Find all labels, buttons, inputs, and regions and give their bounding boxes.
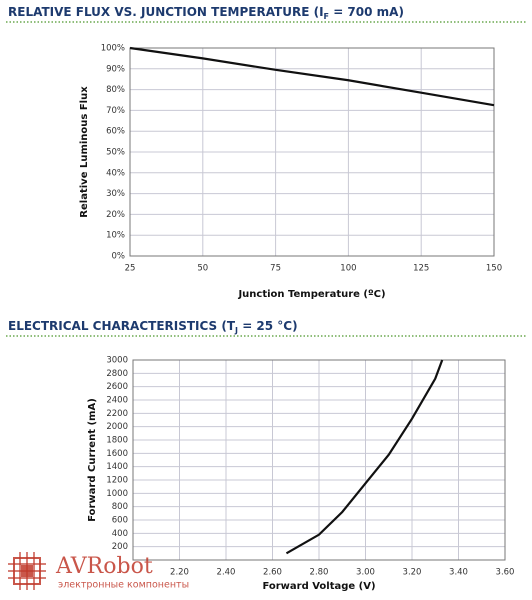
- plot-border: [132, 359, 506, 561]
- x-tick-label: 150: [486, 264, 502, 274]
- y-tick-label: 1800: [106, 436, 128, 446]
- x-tick-label: 3.60: [496, 568, 515, 578]
- y-tick-label: 1400: [106, 462, 128, 472]
- y-tick-label: 1200: [106, 476, 128, 486]
- x-tick-label: 2.60: [263, 568, 282, 578]
- x-tick-label: 25: [125, 264, 136, 274]
- y-tick-label: 50%: [106, 148, 125, 158]
- y-tick-label: 2000: [106, 422, 128, 432]
- watermark: AVRobot электронные компоненты: [8, 552, 189, 591]
- y-tick-label: 2800: [106, 369, 128, 379]
- x-axis-label: Forward Voltage (V): [262, 581, 375, 592]
- y-axis-label: Forward Current (mA): [87, 398, 98, 522]
- y-tick-label: 30%: [106, 189, 125, 199]
- x-tick-label: 2.80: [310, 568, 329, 578]
- x-tick-label: 3.40: [449, 568, 468, 578]
- title-part: ELECTRICAL CHARACTERISTICS (T: [8, 319, 236, 333]
- y-tick-label: 3000: [106, 356, 128, 366]
- chart-title: ELECTRICAL CHARACTERISTICS (TJ = 25 °C): [8, 319, 298, 336]
- title-part: J: [234, 326, 238, 335]
- y-tick-label: 2400: [106, 396, 128, 406]
- x-axis-label: Junction Temperature (ºC): [237, 289, 385, 300]
- x-tick-label: 75: [270, 264, 281, 274]
- y-axis-label: Relative Luminous Flux: [79, 86, 90, 218]
- y-tick-label: 70%: [106, 106, 125, 116]
- x-tick-label: 100: [340, 264, 356, 274]
- title-part: RELATIVE FLUX VS. JUNCTION TEMPERATURE (…: [8, 5, 324, 19]
- y-tick-label: 1600: [106, 449, 128, 459]
- y-tick-label: 600: [112, 516, 128, 526]
- x-tick-label: 125: [413, 264, 429, 274]
- title-part: = 25 °C): [238, 319, 298, 333]
- y-tick-label: 1000: [106, 489, 128, 499]
- y-tick-label: 90%: [106, 64, 125, 74]
- y-tick-label: 40%: [106, 168, 125, 178]
- chart-title: RELATIVE FLUX VS. JUNCTION TEMPERATURE (…: [8, 5, 404, 22]
- y-tick-label: 400: [112, 529, 128, 539]
- data-line: [285, 359, 444, 555]
- plot-border: [129, 47, 495, 257]
- x-tick-label: 50: [197, 264, 208, 274]
- y-tick-label: 0%: [112, 252, 126, 262]
- x-tick-label: 2.40: [217, 568, 236, 578]
- y-tick-label: 2600: [106, 382, 128, 392]
- x-tick-label: 2.20: [170, 568, 189, 578]
- y-tick-label: 60%: [106, 127, 125, 137]
- y-tick-label: 10%: [106, 231, 125, 241]
- watermark-name: AVRobot: [55, 554, 153, 579]
- y-tick-label: 800: [112, 502, 128, 512]
- y-tick-label: 80%: [106, 85, 125, 95]
- data-line: [129, 46, 495, 107]
- y-tick-label: 100%: [101, 44, 125, 54]
- x-tick-label: 3.20: [403, 568, 422, 578]
- x-tick-label: 3.00: [356, 568, 375, 578]
- y-tick-label: 2200: [106, 409, 128, 419]
- y-tick-label: 200: [112, 542, 128, 552]
- watermark-tagline: электронные компоненты: [58, 580, 189, 591]
- title-part: = 700 mA): [329, 5, 404, 19]
- title-part: F: [324, 12, 329, 21]
- y-tick-label: 20%: [106, 210, 125, 220]
